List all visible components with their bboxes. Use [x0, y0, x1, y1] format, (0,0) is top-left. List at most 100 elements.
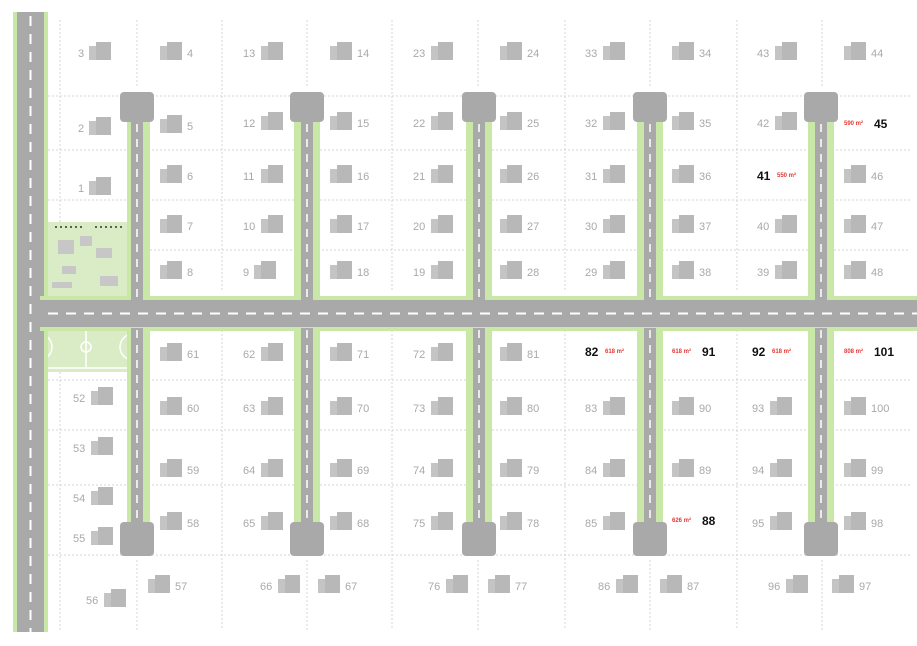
house-icon [844, 397, 866, 415]
house-icon [431, 261, 453, 279]
house-icon [844, 215, 866, 233]
plot-number: 35 [699, 118, 712, 130]
plot-number: 101 [874, 345, 895, 359]
house-icon [844, 42, 866, 60]
house-icon [446, 575, 468, 593]
house-icon [844, 261, 866, 279]
plot-number: 76 [428, 581, 441, 593]
plot-number: 40 [757, 221, 770, 233]
side-roads-top [120, 92, 838, 300]
plot-number: 39 [757, 267, 770, 279]
house-icon [672, 459, 694, 477]
plot-number: 52 [73, 393, 86, 405]
house-icon [500, 165, 522, 183]
plot-number: 34 [699, 48, 712, 60]
plot-number: 19 [413, 267, 426, 279]
plot-number: 4 [187, 48, 194, 60]
house-icon [500, 112, 522, 130]
plot-number: 26 [527, 171, 540, 183]
house-icon [488, 575, 510, 593]
plot-number: 100 [871, 403, 890, 415]
plot-number: 29 [585, 267, 598, 279]
plot-number: 89 [699, 465, 712, 477]
house-icon [786, 575, 808, 593]
plot-area-label: 618 m² [772, 349, 792, 355]
plot-number: 93 [752, 403, 765, 415]
plot-number: 20 [413, 221, 426, 233]
plot-number: 44 [871, 48, 884, 60]
plot-number: 28 [527, 267, 540, 279]
plot-number: 57 [175, 581, 188, 593]
plot-number: 98 [871, 518, 884, 530]
house-icon [500, 459, 522, 477]
house-icon [91, 487, 113, 505]
house-icon [672, 112, 694, 130]
plot-number: 3 [78, 48, 85, 60]
plot-number: 41 [757, 169, 771, 183]
plot-number: 92 [752, 345, 766, 359]
house-icon [431, 459, 453, 477]
house-icon [89, 177, 111, 195]
plot-number: 64 [243, 465, 256, 477]
plot-number: 6 [187, 171, 194, 183]
plot-number: 77 [515, 581, 528, 593]
house-icon [672, 42, 694, 60]
plot-number: 65 [243, 518, 256, 530]
plot-number: 82 [585, 345, 599, 359]
house-icon [500, 397, 522, 415]
house-icon [330, 397, 352, 415]
plot-number: 1 [78, 183, 85, 195]
house-icon [104, 589, 126, 607]
plot-number: 85 [585, 518, 598, 530]
house-icon [672, 165, 694, 183]
plot-number: 90 [699, 403, 712, 415]
house-icon [775, 261, 797, 279]
plot-number: 73 [413, 403, 426, 415]
plot-number: 67 [345, 581, 358, 593]
plot-number: 7 [187, 221, 194, 233]
house-icon [616, 575, 638, 593]
house-icon [254, 261, 276, 279]
house-icon [330, 165, 352, 183]
plot-number: 16 [357, 171, 370, 183]
plot-number: 37 [699, 221, 712, 233]
plot-number: 66 [260, 581, 273, 593]
house-icon [500, 42, 522, 60]
plot-number: 88 [702, 514, 716, 528]
house-icon [261, 512, 283, 530]
house-icon [603, 459, 625, 477]
house-icon [261, 343, 283, 361]
plot-number: 36 [699, 171, 712, 183]
plot-number: 48 [871, 267, 884, 279]
plot-number: 8 [187, 267, 194, 279]
plot-number: 13 [243, 48, 256, 60]
park-dots [55, 226, 122, 228]
house-icon [160, 215, 182, 233]
plot-boundaries [48, 20, 910, 630]
house-icon [160, 42, 182, 60]
plot-number: 60 [187, 403, 200, 415]
plot-number: 23 [413, 48, 426, 60]
house-icon [261, 112, 283, 130]
house-icon [91, 527, 113, 545]
plot-number: 87 [687, 581, 700, 593]
plot-number: 56 [86, 595, 99, 607]
house-icon [770, 397, 792, 415]
plot-number: 43 [757, 48, 770, 60]
house-icon [89, 117, 111, 135]
house-icon [603, 215, 625, 233]
plot-number: 78 [527, 518, 540, 530]
house-icon [160, 261, 182, 279]
plot-area-label: 808 m² [844, 349, 864, 355]
house-icon [330, 261, 352, 279]
house-icon [91, 387, 113, 405]
house-icon [844, 512, 866, 530]
plot-number: 53 [73, 443, 86, 455]
house-icon [160, 397, 182, 415]
plot-number: 5 [187, 121, 194, 133]
plot-area-label: 618 m² [672, 349, 692, 355]
house-icon [603, 112, 625, 130]
plot-number: 83 [585, 403, 598, 415]
house-icon [672, 261, 694, 279]
plot-area-label: 618 m² [605, 349, 625, 355]
